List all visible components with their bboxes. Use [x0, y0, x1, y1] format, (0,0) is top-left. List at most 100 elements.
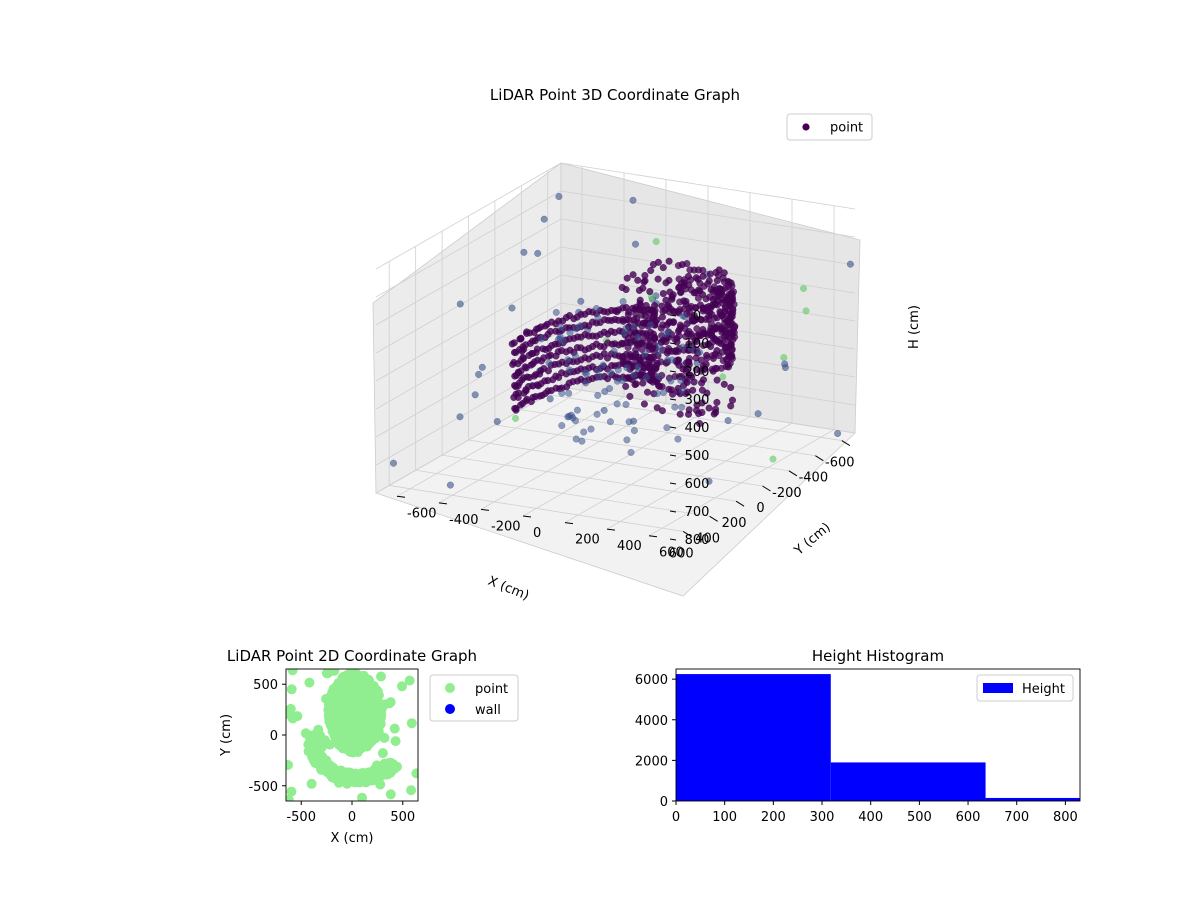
chart3d-point — [652, 237, 660, 246]
chart3d-point — [665, 303, 673, 311]
chart3d-point — [685, 406, 693, 414]
chart3d-xtick — [709, 515, 718, 522]
chart3d-point — [523, 329, 531, 337]
chart2d-point — [369, 769, 380, 780]
chart3d-point — [703, 351, 711, 359]
chart3d-point — [709, 354, 717, 362]
chart3d-point — [696, 301, 704, 309]
chart3d-point — [648, 345, 656, 353]
chart-2d: LiDAR Point 2D Coordinate Graph -500 0 500… — [219, 647, 519, 846]
chart3d-point — [456, 413, 464, 421]
chart3d-point — [508, 340, 516, 348]
chart3d-point — [540, 215, 548, 223]
chart3d-ztick — [669, 398, 677, 401]
chart3d-grid-line — [560, 190, 856, 238]
chart3d-point — [690, 378, 698, 386]
chart2d-point — [287, 669, 298, 676]
chart2d-point — [335, 715, 346, 726]
chart3d-point — [634, 276, 642, 284]
chart3d-point — [727, 402, 735, 410]
chart2d-point — [313, 724, 324, 735]
chart2d-point — [379, 732, 390, 743]
chart3d-xlabel: X (cm) — [486, 574, 531, 604]
chart3d-point — [709, 367, 717, 375]
chart3d-ztick — [669, 314, 677, 317]
chart3d-point — [719, 326, 727, 334]
chart2d-point — [321, 693, 332, 704]
chart3d-ztick — [669, 510, 677, 513]
hist-legend-box — [976, 674, 1074, 702]
chart3d-point — [610, 347, 618, 355]
chart3d-ztick — [669, 426, 677, 429]
chart3d-point — [623, 364, 631, 372]
chart2d-point — [345, 738, 356, 749]
chart3d-point — [623, 274, 631, 282]
chart3d-point — [641, 350, 649, 358]
chart3d-point — [699, 272, 707, 280]
chart3d-point — [607, 369, 615, 377]
chart3d-title: LiDAR Point 3D Coordinate Graph — [490, 86, 740, 104]
chart3d-point — [719, 373, 727, 381]
chart3d-ztick — [669, 538, 677, 541]
chart3d-point — [658, 313, 666, 321]
chart3d-point — [690, 311, 698, 320]
chart3d-point — [573, 406, 581, 414]
chart3d-point — [723, 356, 731, 364]
chart3d-point — [712, 408, 720, 417]
hist-frame — [675, 668, 1081, 802]
chart3d-point — [673, 334, 681, 342]
chart2d-point — [390, 736, 401, 747]
chart3d-point — [686, 266, 694, 274]
chart2d-point — [331, 707, 342, 718]
chart2d-title: LiDAR Point 2D Coordinate Graph — [227, 647, 477, 665]
chart3d-point — [665, 257, 673, 265]
chart3d-point — [545, 359, 553, 367]
chart3d-point — [643, 388, 652, 396]
chart3d-grid-line — [375, 218, 562, 326]
chart3d-point — [724, 417, 732, 425]
chart3d-point — [640, 278, 648, 286]
chart3d-point — [509, 360, 517, 368]
chart2d-point — [357, 792, 367, 801]
chart2d-point — [355, 683, 366, 694]
chart3d-point — [631, 381, 639, 389]
chart3d-point — [594, 366, 602, 374]
chart3d-ytick-label: 0 — [533, 526, 541, 541]
chart3d-point — [578, 437, 586, 445]
chart3d-point — [647, 336, 655, 344]
hist-bar — [830, 762, 986, 801]
chart3d-point — [648, 363, 656, 371]
chart3d-point — [630, 323, 638, 331]
chart3d-ztick-label: 0 — [693, 309, 701, 324]
chart3d-point — [696, 287, 704, 295]
chart3d-point — [685, 371, 693, 379]
chart2d-xtick-label: 500 — [390, 810, 415, 825]
chart3d-point — [516, 335, 524, 343]
chart3d-point — [634, 341, 642, 349]
chart2d-ytick-label: 0 — [270, 729, 278, 744]
chart3d-point — [508, 304, 516, 312]
chart2d-legend-marker-wall — [445, 704, 455, 714]
chart2d-point — [286, 786, 297, 797]
chart3d-ztick-label: 400 — [685, 421, 710, 436]
chart3d-ytick-label: -600 — [407, 506, 437, 521]
chart3d-xtick-label: -600 — [825, 456, 855, 471]
chart3d-point — [512, 406, 520, 414]
chart2d-point — [374, 698, 385, 709]
chart3d-point — [559, 337, 567, 345]
chart3d-point — [705, 404, 713, 412]
chart-3d: LiDAR Point 3D Coordinate Graph -600-400… — [372, 86, 922, 604]
chart2d-point — [304, 745, 315, 756]
chart2d-point — [306, 730, 317, 741]
chart2d-point — [397, 681, 407, 692]
chart3d-point — [626, 392, 634, 400]
chart2d-ticks: -500 0 500 500 0 -500 — [248, 678, 415, 825]
hist-ytick-label: 0 — [660, 795, 668, 810]
chart2d-point — [325, 770, 336, 781]
chart3d-point — [661, 330, 669, 338]
chart3d-point — [558, 389, 566, 397]
chart3d-point — [663, 424, 671, 432]
chart3d-point — [699, 362, 707, 370]
chart3d-ztick-label: 600 — [685, 477, 710, 492]
chart3d-point — [678, 386, 686, 395]
